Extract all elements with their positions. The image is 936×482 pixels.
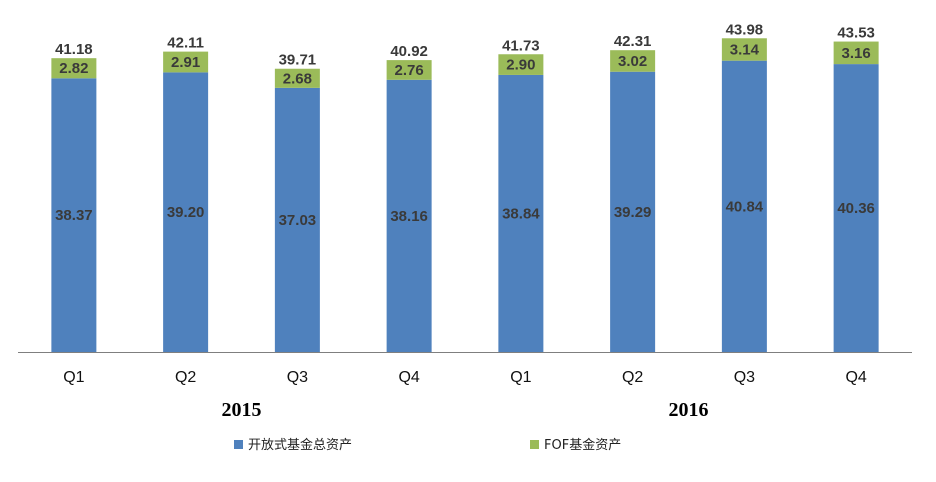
x-tick-label: Q2 — [175, 369, 196, 386]
bar-segment-fof — [51, 58, 97, 79]
bar-segment-fof — [833, 41, 879, 65]
total-label: 39.71 — [279, 52, 317, 69]
data-label: 39.29 — [614, 204, 652, 221]
x-tick-label: Q1 — [63, 369, 84, 386]
data-label: 2.90 — [506, 57, 535, 74]
legend-label: 开放式基金总资产 — [248, 437, 352, 453]
total-label: 41.73 — [502, 37, 540, 54]
total-label: 41.18 — [55, 41, 93, 58]
bar-segment-fof — [610, 50, 656, 72]
bar-segment-fof — [274, 68, 320, 88]
year-group-label: 2015 — [222, 399, 262, 421]
data-label: 3.16 — [842, 45, 871, 62]
x-tick-label: Q4 — [398, 369, 419, 386]
bars-layer: 38.372.8241.1839.202.9142.1137.032.6839.… — [51, 21, 879, 353]
data-label: 38.16 — [390, 208, 428, 225]
x-tick-label: Q2 — [622, 369, 643, 386]
year-group-labels: 2015 2016 — [222, 399, 709, 421]
x-tick-label: Q3 — [734, 369, 755, 386]
data-label: 38.84 — [502, 205, 540, 222]
legend: 开放式基金总资产 FOF基金资产 — [234, 437, 621, 453]
bar-segment-open-fund — [386, 79, 432, 353]
legend-swatch — [530, 440, 539, 449]
data-label: 3.02 — [618, 53, 647, 70]
bar-segment-fof — [498, 54, 544, 75]
total-label: 40.92 — [390, 43, 428, 60]
x-tick-labels: Q1 Q2 Q3 Q4 Q1 Q2 Q3 Q4 — [63, 369, 867, 386]
bar-segment-open-fund — [833, 64, 879, 352]
x-tick-label: Q4 — [845, 369, 866, 386]
data-label: 2.68 — [283, 70, 312, 87]
bar-segment-fof — [163, 51, 209, 73]
bar-segment-open-fund — [163, 72, 209, 352]
data-label: 2.91 — [171, 54, 200, 71]
data-label: 3.14 — [730, 41, 760, 58]
total-label: 42.31 — [614, 33, 652, 50]
bar-segment-open-fund — [721, 60, 767, 352]
legend-label: FOF基金资产 — [544, 437, 621, 453]
year-group-label: 2016 — [669, 399, 709, 421]
total-label: 42.11 — [167, 35, 204, 52]
bar-segment-open-fund — [498, 74, 544, 352]
bar-segment-open-fund — [274, 87, 320, 353]
x-tick-label: Q3 — [287, 369, 308, 386]
bar-segment-fof — [721, 38, 767, 61]
bar-segment-open-fund — [51, 78, 97, 352]
data-label: 38.37 — [55, 207, 93, 224]
data-label: 39.20 — [167, 204, 205, 221]
total-label: 43.98 — [726, 21, 764, 38]
data-label: 2.76 — [395, 62, 424, 79]
bar-segment-open-fund — [610, 71, 656, 353]
data-label: 40.84 — [726, 198, 764, 215]
data-label: 37.03 — [279, 212, 317, 229]
bar-segment-fof — [386, 60, 432, 80]
legend-swatch — [234, 440, 243, 449]
total-label: 43.53 — [837, 25, 875, 42]
data-label: 2.82 — [59, 60, 88, 77]
x-tick-label: Q1 — [510, 369, 531, 386]
data-label: 40.36 — [837, 200, 875, 217]
